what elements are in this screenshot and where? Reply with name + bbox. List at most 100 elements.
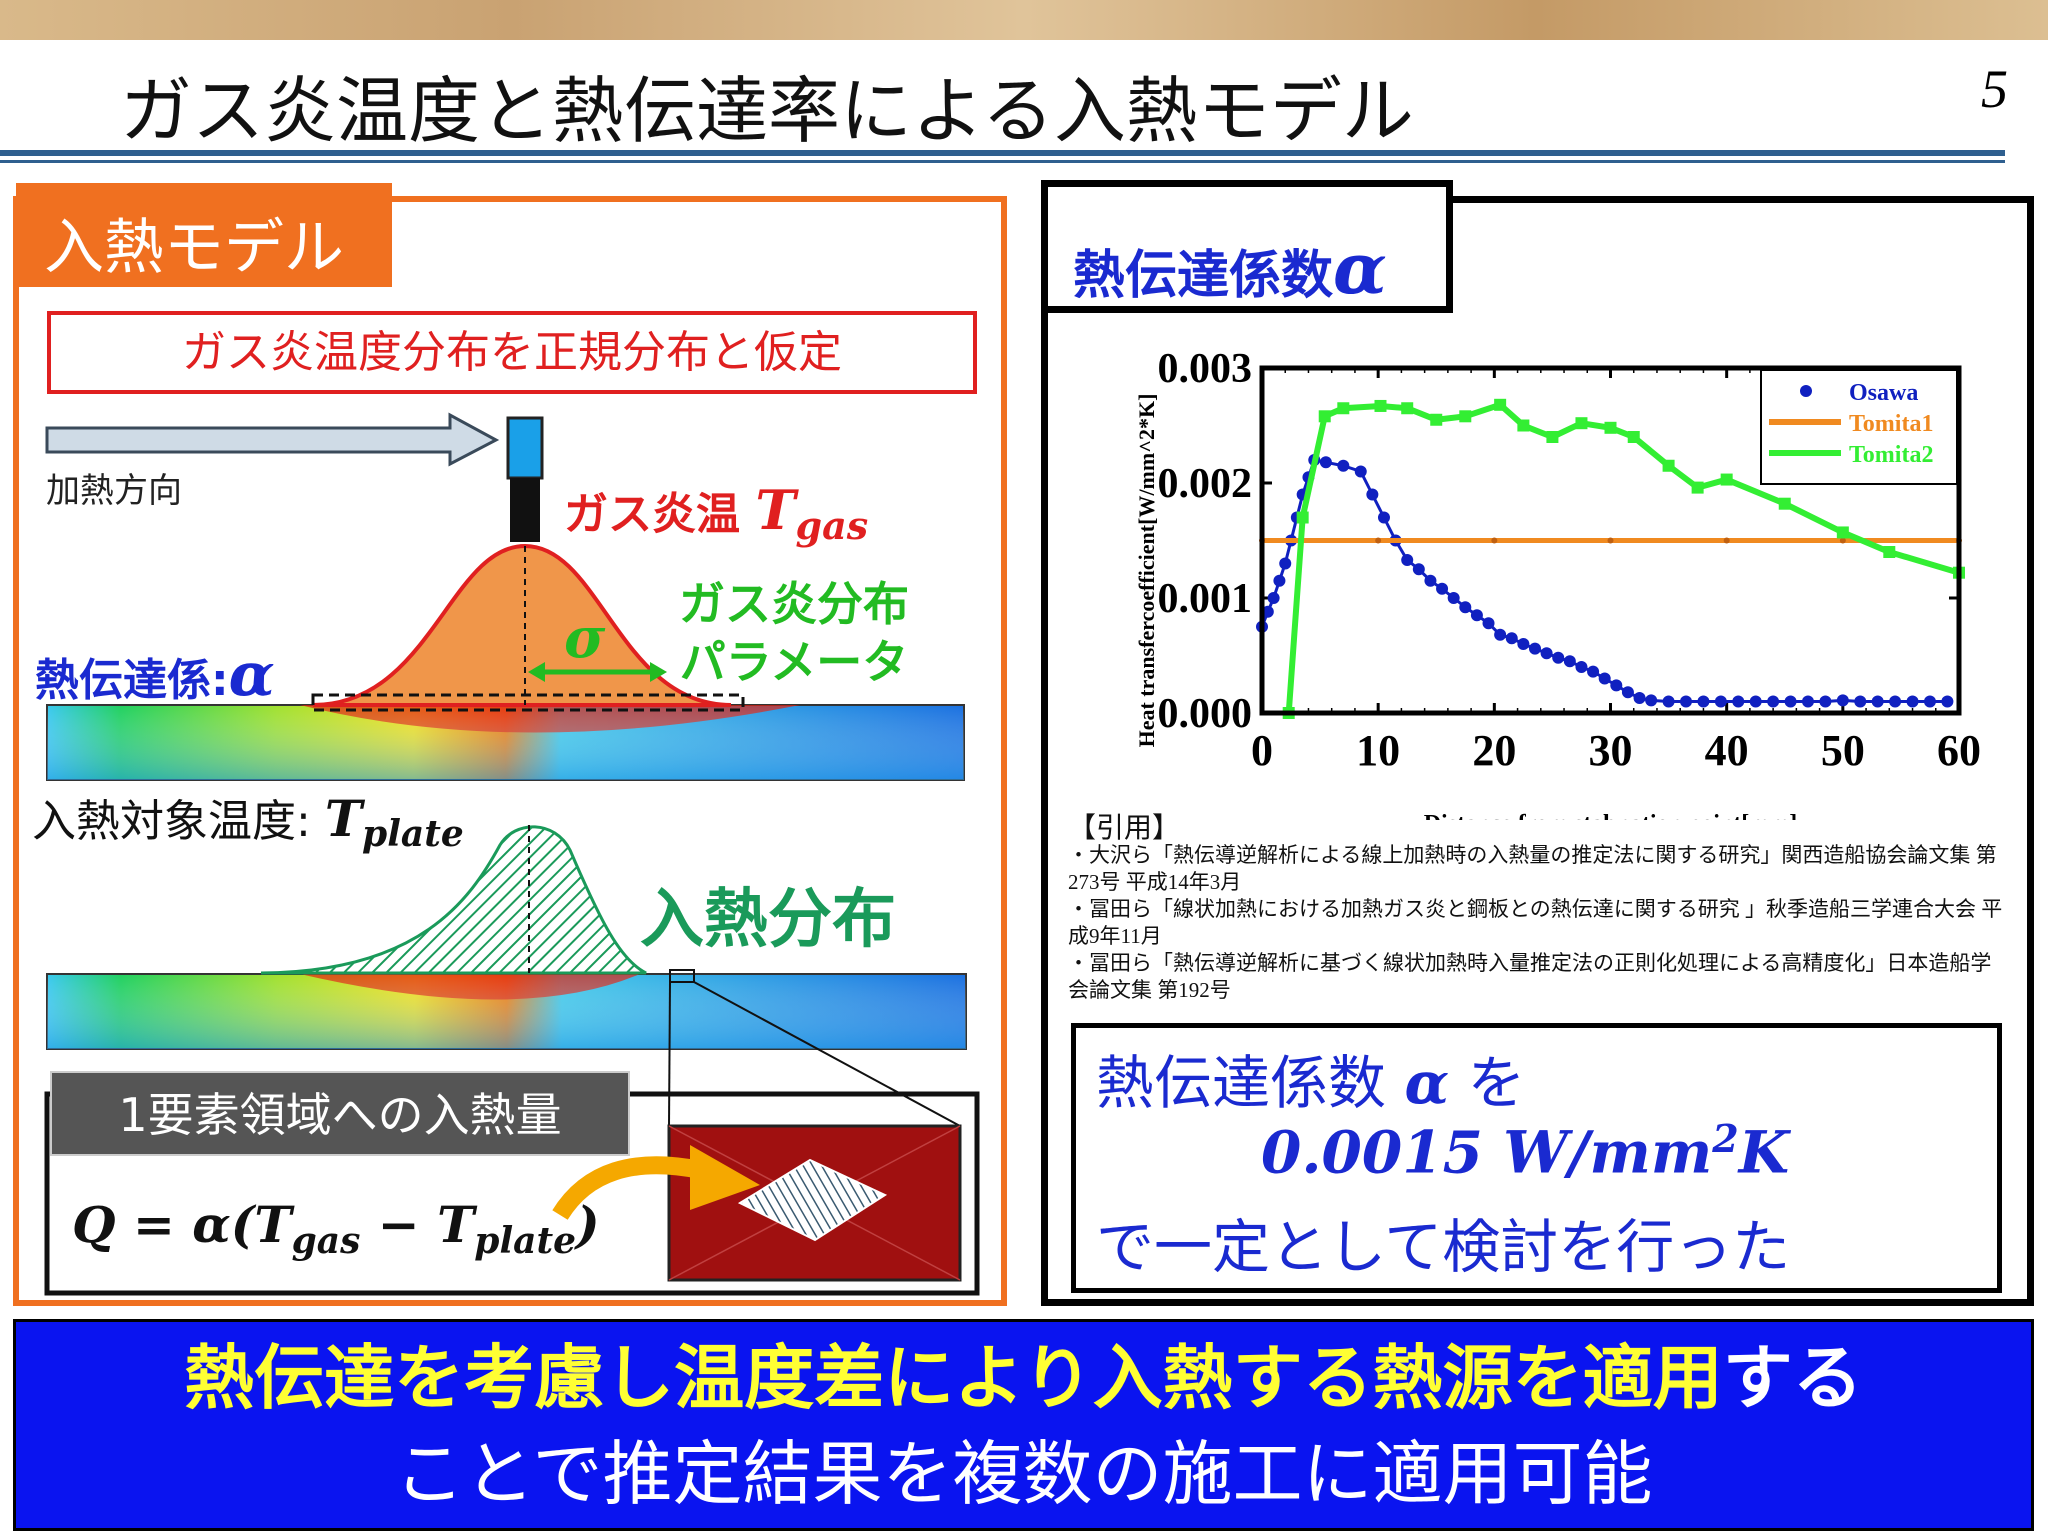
conclusion-line1: 熱伝達係数 α を <box>1096 1036 1526 1120</box>
dist-param-line2: パラメータ <box>679 635 909 689</box>
y-tick-label: 0.001 <box>1158 576 1253 622</box>
tomita2-point <box>1883 546 1896 558</box>
conclusion-alpha: α <box>1404 1049 1450 1117</box>
osawa-point <box>1854 695 1867 708</box>
citation-item: ・大沢ら「熱伝導逆解析による線上加熱時の入熱量の推定法に関する研究」関西造船協会… <box>1068 843 1997 894</box>
tomita2-point <box>1627 431 1640 443</box>
citations: 【引用】 ・大沢ら「熱伝導逆解析による線上加熱時の入熱量の推定法に関する研究」関… <box>1068 815 2008 1004</box>
osawa-point <box>1575 661 1588 673</box>
osawa-point <box>1279 557 1292 570</box>
slide-title: ガス炎温度と熱伝達率による入熱モデル <box>120 69 1414 153</box>
osawa-point <box>1714 695 1727 708</box>
osawa-point <box>1598 672 1611 685</box>
osawa-point <box>1889 695 1902 708</box>
osawa-point <box>1517 638 1530 650</box>
citation-item: ・冨田ら「線状加熱における加熱ガス炎と鋼板との熱伝達に関する研究 」秋季造船三学… <box>1068 897 2003 948</box>
conclusion-value-text: 0.0015 W/mm <box>1261 1118 1713 1187</box>
tomita2-point <box>1430 413 1443 426</box>
gas-temp-symbol: T <box>755 478 796 542</box>
banner-highlight: 熱伝達を考慮し温度差により入熱する熱源を適用 <box>184 1337 1723 1419</box>
osawa-point <box>1784 695 1797 708</box>
legend-marker-osawa <box>1800 385 1812 397</box>
osawa-point <box>1401 554 1414 567</box>
osawa-point <box>1354 465 1367 478</box>
tomita2-point <box>1836 526 1849 539</box>
formula-sub-plate: plate <box>474 1220 577 1262</box>
citation-header: 【引用】 <box>1068 813 1181 844</box>
tomita2-point <box>1778 497 1791 510</box>
osawa-point <box>1337 459 1350 472</box>
htc-label: 熱伝達係:α <box>35 640 275 710</box>
heat-input-formula: Q = α(Tgas − Tplate) <box>72 1195 600 1262</box>
assumption-box: ガス炎温度分布を正規分布と仮定 <box>47 311 977 394</box>
tomita2-point <box>1691 481 1704 494</box>
x-tick-label: 10 <box>1356 726 1400 775</box>
tomita2-point <box>1401 402 1414 415</box>
panel-tab-htc: 熱伝達係数α <box>1041 180 1453 313</box>
plate-temp-text: 入熱対象温度: <box>32 796 325 847</box>
x-tick-label: 30 <box>1589 726 1633 775</box>
conclusion-text1b: を <box>1449 1049 1526 1117</box>
x-axis-label: Distance from stabnation point[mm] <box>1424 811 1798 820</box>
osawa-point <box>1645 694 1658 707</box>
osawa-point <box>1267 592 1280 604</box>
panel-tab-heat-input-model: 入熱モデル <box>16 183 392 287</box>
legend-box <box>1760 369 1958 485</box>
tomita2-point <box>1517 419 1530 432</box>
legend-label: Tomita1 <box>1849 411 1933 437</box>
heating-direction-arrow <box>45 412 500 467</box>
osawa-point <box>1621 686 1634 699</box>
plate-temp-sub: plate <box>362 812 464 855</box>
plate-upper <box>46 704 965 781</box>
formula-mid: − T <box>360 1195 475 1254</box>
sigma-label: σ <box>564 605 606 671</box>
x-tick-label: 0 <box>1251 726 1273 775</box>
htc-tab-symbol: α <box>1333 227 1387 310</box>
summary-banner: 熱伝達を考慮し温度差により入熱する熱源を適用する ことで推定結果を複数の施工に適… <box>13 1319 2034 1531</box>
formula-sub-gas: gas <box>291 1220 361 1262</box>
x-tick-label: 50 <box>1821 726 1865 775</box>
tomita2-point <box>1459 410 1472 423</box>
tomita1-point <box>1607 537 1614 544</box>
plate-temp-label: 入熱対象温度: Tplate <box>32 785 464 855</box>
title-rule <box>0 150 2005 156</box>
page-number: 5 <box>1981 59 2008 119</box>
x-tick-label: 20 <box>1472 726 1516 775</box>
osawa-point <box>1552 651 1565 664</box>
gas-flame-distribution-curve <box>311 543 745 712</box>
conclusion-value: 0.0015 W/mm2K <box>1261 1116 1789 1186</box>
tomita2-point <box>1575 417 1588 430</box>
osawa-point <box>1732 695 1745 708</box>
osawa-point <box>1447 592 1460 604</box>
osawa-point <box>1377 511 1390 524</box>
osawa-point <box>1412 563 1425 576</box>
osawa-point <box>1941 695 1954 708</box>
plate-temp-symbol: T <box>324 789 363 848</box>
osawa-point <box>1871 695 1884 708</box>
osawa-point <box>1424 574 1437 587</box>
heat-input-distribution-curve <box>260 825 647 975</box>
htc-panel <box>1041 196 2034 1306</box>
formula-end: ) <box>576 1195 600 1254</box>
tomita2-point <box>1296 511 1309 524</box>
osawa-point <box>1906 695 1919 708</box>
osawa-point <box>1767 695 1780 708</box>
osawa-point <box>1261 605 1274 618</box>
tomita2-point <box>1337 402 1350 415</box>
element-heat-icon <box>552 1124 962 1282</box>
legend-label: Osawa <box>1849 380 1918 406</box>
osawa-point <box>1662 695 1675 708</box>
banner-line1-rest: する <box>1722 1337 1863 1419</box>
plate-lower <box>46 969 967 1050</box>
distribution-parameter-label: ガス炎分布 パラメータ <box>679 575 909 691</box>
osawa-point <box>1319 456 1332 469</box>
tomita2-point <box>1720 473 1733 486</box>
plot-frame <box>1259 365 1962 716</box>
tomita2-point <box>1546 431 1559 443</box>
osawa-point <box>1923 695 1936 708</box>
osawa-point <box>1436 582 1449 595</box>
torch-icon <box>506 416 544 542</box>
y-axis-label: Heat transfercoefficient[W/mm^2*K] <box>1134 394 1159 748</box>
osawa-point <box>1801 695 1814 708</box>
tomita2-point <box>1374 399 1387 412</box>
